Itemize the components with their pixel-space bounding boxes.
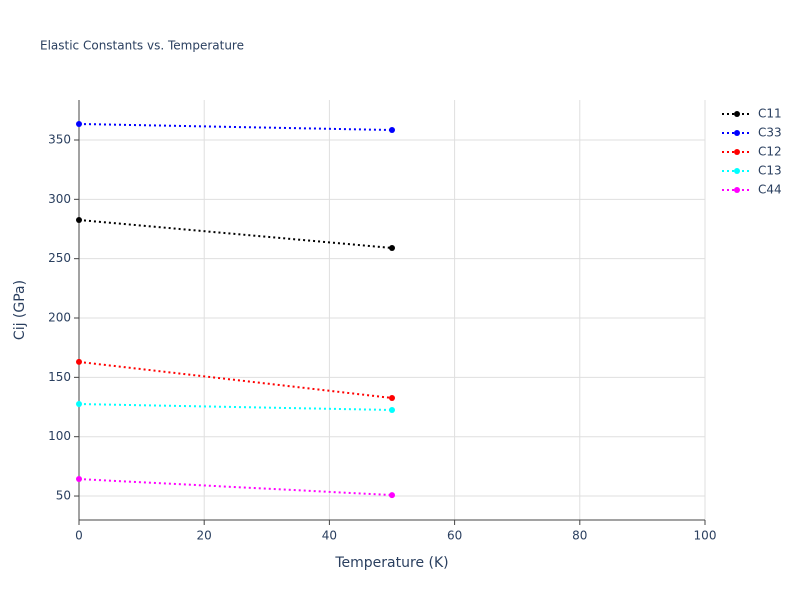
legend-label: C13	[758, 164, 782, 178]
legend-marker	[734, 187, 740, 193]
y-tick-label: 350	[48, 132, 71, 146]
series-line	[78, 218, 393, 249]
data-point	[76, 358, 82, 365]
series-line	[78, 403, 393, 411]
y-tick-label: 300	[48, 192, 71, 206]
data-point	[76, 216, 82, 223]
legend-label: C33	[758, 126, 782, 140]
legend-marker	[734, 149, 740, 155]
x-tick-label: 40	[322, 529, 337, 543]
legend-label: C44	[758, 183, 782, 197]
x-tick-label: 80	[572, 529, 587, 543]
legend-label: C11	[758, 107, 782, 121]
data-point	[76, 476, 82, 483]
legend-label: C12	[758, 145, 782, 159]
x-tick-label: 100	[694, 529, 717, 543]
y-tick-label: 150	[48, 370, 71, 384]
legend-marker	[734, 168, 740, 174]
x-axis-label: Temperature (K)	[334, 555, 448, 571]
y-tick-label: 250	[48, 251, 71, 265]
y-tick-label: 100	[48, 429, 71, 443]
data-point	[389, 492, 395, 499]
data-point	[389, 406, 395, 413]
y-tick-label: 50	[56, 489, 71, 503]
data-point	[389, 244, 395, 251]
x-tick-label: 20	[197, 529, 212, 543]
series-line	[78, 122, 393, 132]
x-tick-label: 0	[75, 529, 83, 543]
legend-marker	[734, 130, 740, 136]
data-point	[76, 401, 82, 408]
series-line	[78, 360, 393, 399]
data-point	[389, 394, 395, 401]
data-point	[389, 127, 395, 134]
data-point	[76, 120, 82, 127]
y-axis-label: Cij (GPa)	[12, 280, 28, 340]
series-line	[78, 478, 393, 497]
y-tick-label: 200	[48, 311, 71, 325]
x-tick-label: 60	[447, 529, 462, 543]
legend-marker	[734, 111, 740, 117]
chart-title: Elastic Constants vs. Temperature	[40, 39, 244, 53]
